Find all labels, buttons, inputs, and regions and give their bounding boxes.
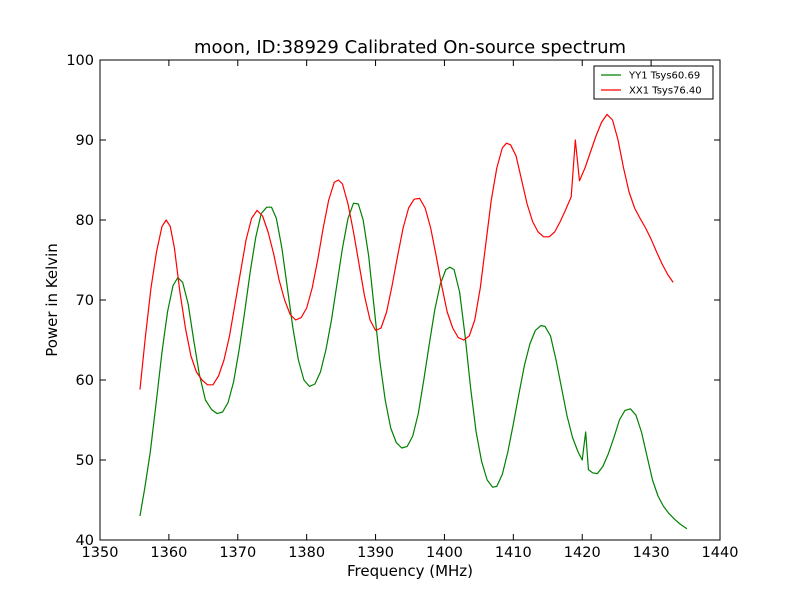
y-tick-label: 40 (76, 533, 94, 549)
x-tick-label: 1370 (219, 545, 256, 561)
x-tick-label: 1390 (357, 545, 394, 561)
y-axis-label: Power in Kelvin (43, 243, 61, 357)
plot-area: 1350 1360 1370 1380 1390 1400 1410 1420 1430 1440… (66, 53, 738, 561)
series-line-1 (139, 113, 674, 390)
series-line-0 (139, 202, 688, 530)
y-tick-label: 70 (76, 293, 94, 309)
x-tick-label: 1410 (495, 545, 532, 561)
x-axis-label: Frequency (MHz) (347, 562, 473, 580)
x-tick-label: 1420 (564, 545, 601, 561)
chart-title: moon, ID:38929 Calibrated On-source spec… (194, 37, 626, 58)
x-tick-label: 1430 (633, 545, 670, 561)
legend: YY1 Tsys60.69 XX1 Tsys76.40 (593, 65, 714, 100)
y-tick-label: 100 (66, 53, 94, 69)
x-tick-label: 1400 (426, 545, 463, 561)
y-tick-label: 80 (76, 213, 94, 229)
y-tick-label: 60 (76, 373, 94, 389)
legend-box (593, 65, 714, 100)
x-tick-label: 1350 (82, 545, 119, 561)
x-tick-label: 1360 (150, 545, 187, 561)
x-tick-label: 1380 (288, 545, 325, 561)
y-tick-label: 50 (76, 453, 94, 469)
legend-label-0: YY1 Tsys60.69 (628, 71, 700, 82)
legend-label-1: XX1 Tsys76.40 (629, 86, 702, 97)
x-tick-label: 1440 (702, 545, 739, 561)
y-tick-label: 90 (76, 133, 94, 149)
